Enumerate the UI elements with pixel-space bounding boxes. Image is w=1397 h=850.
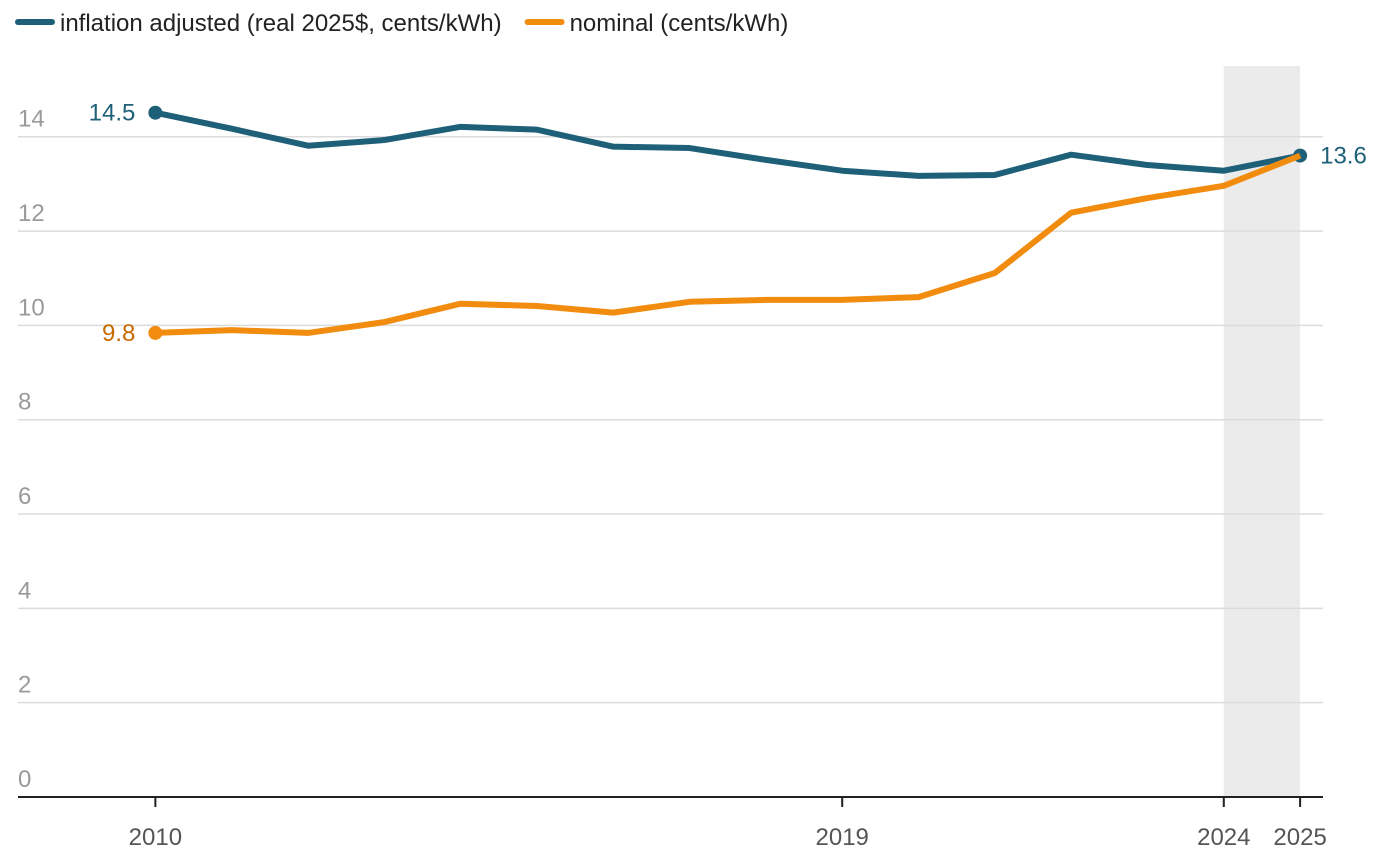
- point: [148, 325, 163, 340]
- y-tick-label: 6: [18, 483, 31, 510]
- x-tick-label: 2010: [129, 824, 182, 850]
- x-tick-label: 2025: [1273, 824, 1326, 850]
- value-label: 9.8: [102, 320, 135, 347]
- series-line: [154, 109, 1301, 179]
- y-tick-label: 2: [18, 672, 31, 699]
- highlight-band: [1223, 66, 1301, 797]
- y-tick-label: 10: [18, 294, 45, 321]
- y-tick-label: 12: [18, 200, 45, 227]
- y-tick-label: 0: [18, 766, 31, 793]
- x-tick-label: 2019: [816, 824, 869, 850]
- value-label: 14.5: [89, 100, 136, 127]
- point: [148, 105, 163, 120]
- legend-label: nominal (cents/kWh): [570, 10, 789, 37]
- value-label: 13.6: [1320, 143, 1367, 170]
- y-tick-label: 8: [18, 389, 31, 416]
- x-tick-label: 2024: [1197, 824, 1250, 850]
- y-tick-label: 14: [18, 106, 45, 133]
- y-tick-label: 4: [18, 577, 31, 604]
- legend-label: inflation adjusted (real 2025$, cents/kW…: [60, 10, 502, 37]
- series-line: [155, 152, 1302, 336]
